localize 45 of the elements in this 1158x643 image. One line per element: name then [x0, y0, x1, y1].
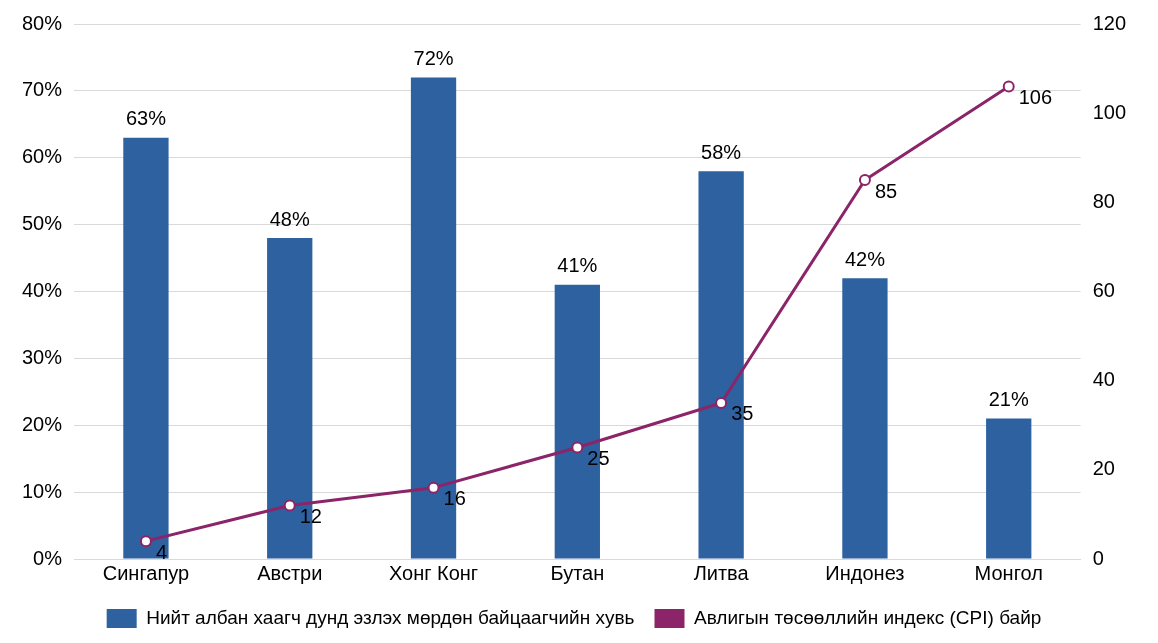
- y2-tick-label: 80: [1092, 189, 1115, 212]
- legend-label: Нийт албан хаагч дунд эзлэх мөрдөн байцаагчийн хувь: [146, 606, 635, 628]
- point: [139, 535, 152, 548]
- point: [283, 499, 296, 512]
- bar: [842, 278, 888, 559]
- data-label: 41%: [557, 254, 598, 277]
- point: [1002, 80, 1015, 93]
- data-label: 106: [1018, 85, 1053, 108]
- legend-label: Авлигын төсөөллийн индекс (CPI) байр: [693, 606, 1042, 628]
- data-label: 58%: [701, 140, 742, 163]
- x-tick-label: Литва: [693, 561, 750, 584]
- y-tick-label: 60%: [22, 145, 63, 168]
- point: [858, 174, 871, 187]
- data-label: 21%: [988, 388, 1029, 411]
- point: [427, 481, 440, 494]
- data-label: 85: [874, 179, 898, 202]
- data-label: 4: [155, 540, 168, 563]
- y2-tick-label: 120: [1092, 11, 1127, 34]
- y-tick-label: 80%: [22, 11, 63, 34]
- y-tick-label: 0%: [33, 546, 63, 569]
- y2-tick-label: 0: [1092, 546, 1104, 569]
- x-tick-label: Монгол: [974, 561, 1043, 584]
- data-label: 63%: [125, 107, 167, 130]
- y-tick-label: 10%: [22, 479, 63, 502]
- point: [571, 441, 584, 454]
- y2-tick-label: 100: [1092, 100, 1127, 123]
- x-tick-label: Хонг Конг: [388, 561, 479, 584]
- point: [715, 396, 728, 409]
- y-tick-label: 30%: [22, 345, 63, 368]
- y-tick-label: 20%: [22, 412, 63, 435]
- y-tick-label: 50%: [22, 212, 63, 235]
- y-tick-label: 40%: [22, 279, 63, 302]
- x-tick-label: Бутан: [550, 561, 605, 584]
- data-label: 42%: [844, 247, 886, 270]
- y2-tick-label: 60: [1092, 279, 1115, 302]
- x-tick-label: Индонез: [825, 561, 905, 584]
- y2-tick-label: 20: [1092, 457, 1115, 480]
- y-tick-label: 70%: [22, 78, 63, 101]
- data-label: 72%: [413, 47, 454, 70]
- bar: [986, 418, 1032, 559]
- bar: [123, 137, 169, 559]
- y2-tick-label: 40: [1092, 368, 1115, 391]
- data-label: 48%: [269, 207, 310, 230]
- x-tick-label: Австри: [257, 561, 323, 584]
- x-tick-label: Сингапур: [102, 561, 190, 584]
